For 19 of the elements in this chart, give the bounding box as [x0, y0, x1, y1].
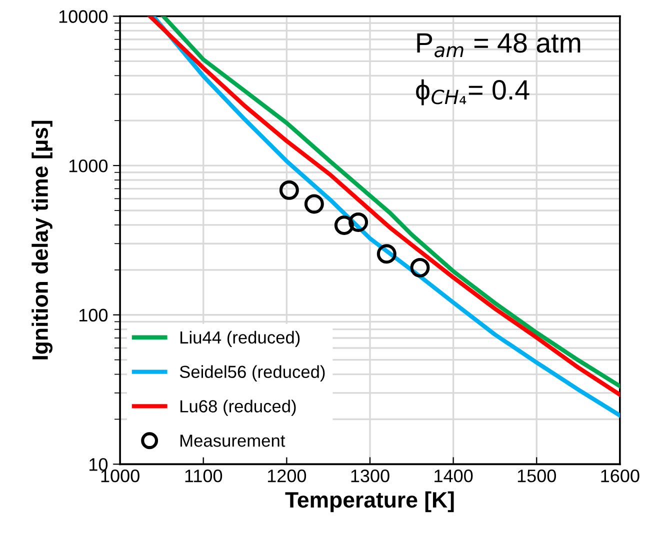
- legend-label: Lu68 (reduced): [180, 400, 296, 416]
- legend-label: Seidel56 (reduced): [180, 365, 325, 382]
- x-tick-label: 1200: [268, 470, 306, 482]
- y-tick-label: 100: [79, 308, 108, 322]
- x-tick-label: 1400: [434, 470, 473, 482]
- y-tick-label: 10: [90, 458, 108, 471]
- legend-label: Liu44 (reduced): [180, 330, 300, 348]
- x-tick-label: 1100: [185, 470, 222, 482]
- x-tick-label: 1000: [101, 470, 140, 482]
- y-tick-label: 10000: [59, 10, 108, 23]
- x-tick-label: 1500: [518, 470, 556, 482]
- annotation: ϕ$_{CH₄}$= 0.4: [416, 79, 530, 106]
- legend-label: Measurement: [180, 434, 286, 447]
- x-tick-label: 1300: [351, 470, 390, 482]
- x-axis-title: Temperature [K]: [285, 491, 454, 512]
- y-axis-title: Ignition delay time [µs]: [32, 120, 52, 360]
- y-tick-label: 1000: [69, 159, 108, 172]
- x-tick-label: 1600: [601, 470, 640, 482]
- annotation: P$_{am}$ = 48 atm: [417, 33, 580, 58]
